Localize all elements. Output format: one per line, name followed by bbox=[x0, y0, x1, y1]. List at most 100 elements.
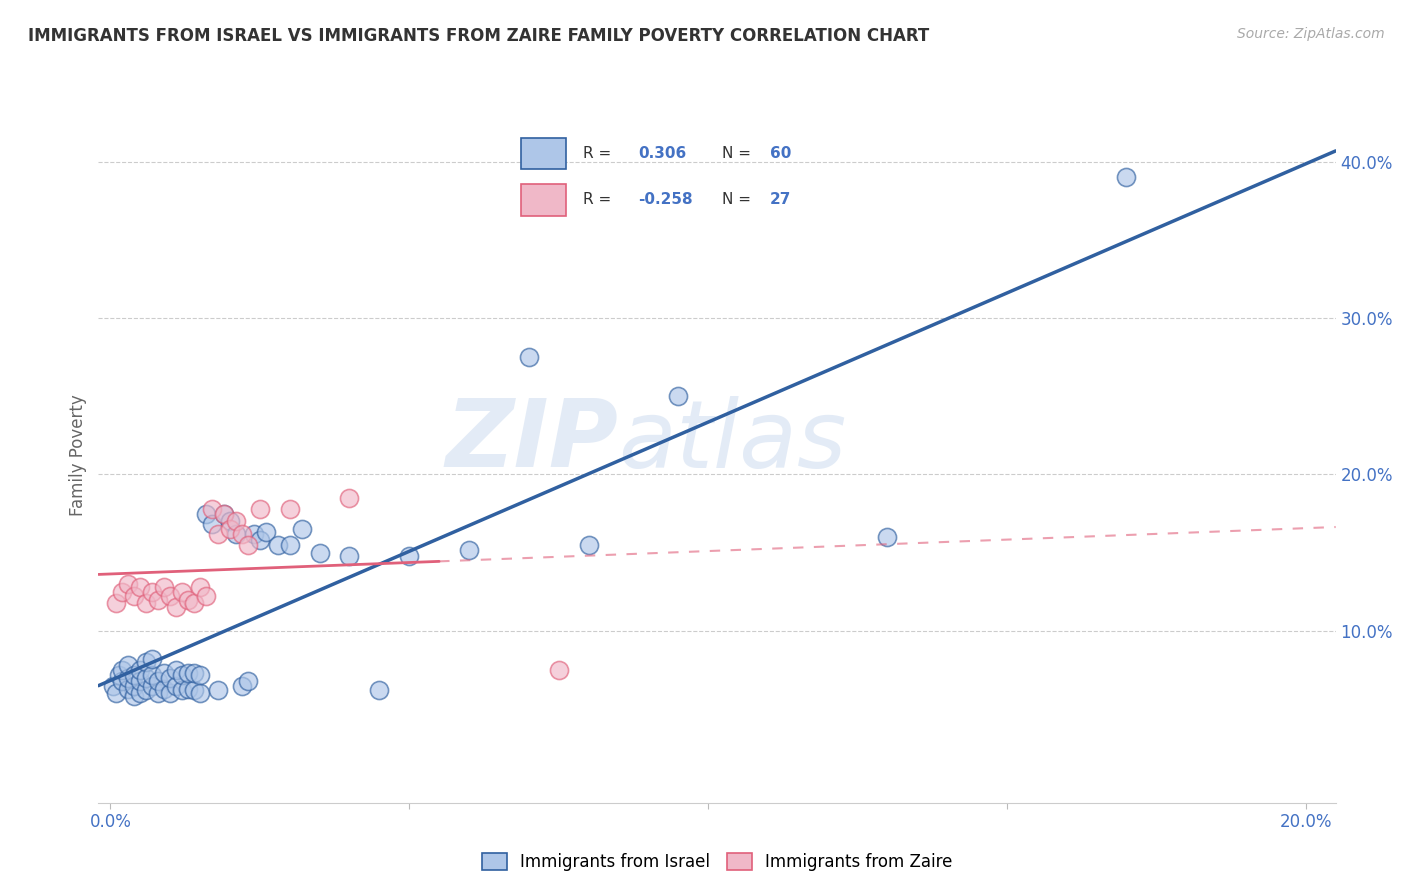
Point bbox=[172, 683, 194, 698]
Text: R =: R = bbox=[583, 193, 616, 208]
Point bbox=[117, 658, 139, 673]
Text: N =: N = bbox=[721, 145, 755, 161]
Point bbox=[249, 533, 271, 548]
Point bbox=[124, 667, 146, 681]
Text: Source: ZipAtlas.com: Source: ZipAtlas.com bbox=[1237, 27, 1385, 41]
Point bbox=[124, 590, 146, 604]
Point bbox=[141, 667, 163, 681]
Point bbox=[278, 501, 301, 516]
Y-axis label: Family Poverty: Family Poverty bbox=[69, 394, 87, 516]
Text: ZIP: ZIP bbox=[446, 395, 619, 487]
Point bbox=[291, 522, 314, 536]
Point bbox=[249, 501, 271, 516]
Point bbox=[135, 683, 157, 698]
Point bbox=[666, 389, 689, 403]
Point bbox=[103, 679, 125, 693]
FancyBboxPatch shape bbox=[520, 185, 565, 216]
Text: atlas: atlas bbox=[619, 395, 846, 486]
Text: 60: 60 bbox=[770, 145, 792, 161]
Point bbox=[159, 686, 181, 700]
Point bbox=[153, 580, 176, 594]
Point bbox=[236, 538, 259, 552]
Point bbox=[105, 596, 128, 610]
Point bbox=[141, 584, 163, 599]
Point bbox=[219, 522, 242, 536]
Point bbox=[141, 652, 163, 666]
Point bbox=[578, 538, 600, 552]
Point bbox=[148, 673, 170, 688]
Point bbox=[117, 671, 139, 685]
Point bbox=[212, 507, 235, 521]
Text: 27: 27 bbox=[770, 193, 792, 208]
Point bbox=[129, 686, 152, 700]
Point bbox=[117, 577, 139, 591]
Point bbox=[141, 679, 163, 693]
Text: IMMIGRANTS FROM ISRAEL VS IMMIGRANTS FROM ZAIRE FAMILY POVERTY CORRELATION CHART: IMMIGRANTS FROM ISRAEL VS IMMIGRANTS FRO… bbox=[28, 27, 929, 45]
Point bbox=[148, 686, 170, 700]
Point bbox=[188, 580, 211, 594]
Point bbox=[207, 683, 229, 698]
Point bbox=[201, 517, 224, 532]
Point bbox=[231, 527, 253, 541]
Text: -0.258: -0.258 bbox=[638, 193, 693, 208]
Point bbox=[117, 681, 139, 696]
Point bbox=[108, 667, 131, 681]
Point bbox=[207, 527, 229, 541]
Point bbox=[458, 542, 481, 557]
Point bbox=[159, 671, 181, 685]
Legend: Immigrants from Israel, Immigrants from Zaire: Immigrants from Israel, Immigrants from … bbox=[482, 853, 952, 871]
Point bbox=[339, 549, 361, 563]
Point bbox=[195, 590, 218, 604]
Point bbox=[111, 673, 134, 688]
Point bbox=[183, 666, 205, 681]
Point bbox=[368, 683, 391, 698]
Point bbox=[153, 666, 176, 681]
Point bbox=[1115, 170, 1137, 185]
Point bbox=[188, 686, 211, 700]
Point bbox=[183, 683, 205, 698]
Point bbox=[159, 590, 181, 604]
Point bbox=[243, 527, 266, 541]
Text: R =: R = bbox=[583, 145, 616, 161]
Point bbox=[172, 584, 194, 599]
Point bbox=[129, 580, 152, 594]
Point bbox=[225, 527, 247, 541]
Point bbox=[177, 666, 200, 681]
Point bbox=[517, 350, 540, 364]
Point bbox=[308, 546, 330, 560]
Point bbox=[111, 663, 134, 677]
Point bbox=[135, 596, 157, 610]
Point bbox=[105, 686, 128, 700]
Point bbox=[129, 663, 152, 677]
Point bbox=[225, 514, 247, 528]
Point bbox=[236, 673, 259, 688]
Point bbox=[165, 663, 187, 677]
Point bbox=[195, 507, 218, 521]
Point bbox=[124, 679, 146, 693]
Point bbox=[219, 514, 242, 528]
Point bbox=[339, 491, 361, 505]
FancyBboxPatch shape bbox=[520, 137, 565, 169]
Point bbox=[165, 679, 187, 693]
Point bbox=[129, 673, 152, 688]
Point bbox=[267, 538, 290, 552]
Point bbox=[153, 681, 176, 696]
Point bbox=[278, 538, 301, 552]
Text: 0.306: 0.306 bbox=[638, 145, 686, 161]
Point bbox=[398, 549, 420, 563]
Point bbox=[148, 592, 170, 607]
Point bbox=[201, 501, 224, 516]
Point bbox=[231, 679, 253, 693]
Point bbox=[547, 663, 569, 677]
Point bbox=[177, 592, 200, 607]
Point bbox=[111, 584, 134, 599]
Text: N =: N = bbox=[721, 193, 755, 208]
Point bbox=[165, 600, 187, 615]
Point bbox=[183, 596, 205, 610]
Point bbox=[124, 690, 146, 704]
Point bbox=[172, 667, 194, 681]
Point bbox=[876, 530, 898, 544]
Point bbox=[135, 671, 157, 685]
Point bbox=[177, 681, 200, 696]
Point bbox=[135, 655, 157, 669]
